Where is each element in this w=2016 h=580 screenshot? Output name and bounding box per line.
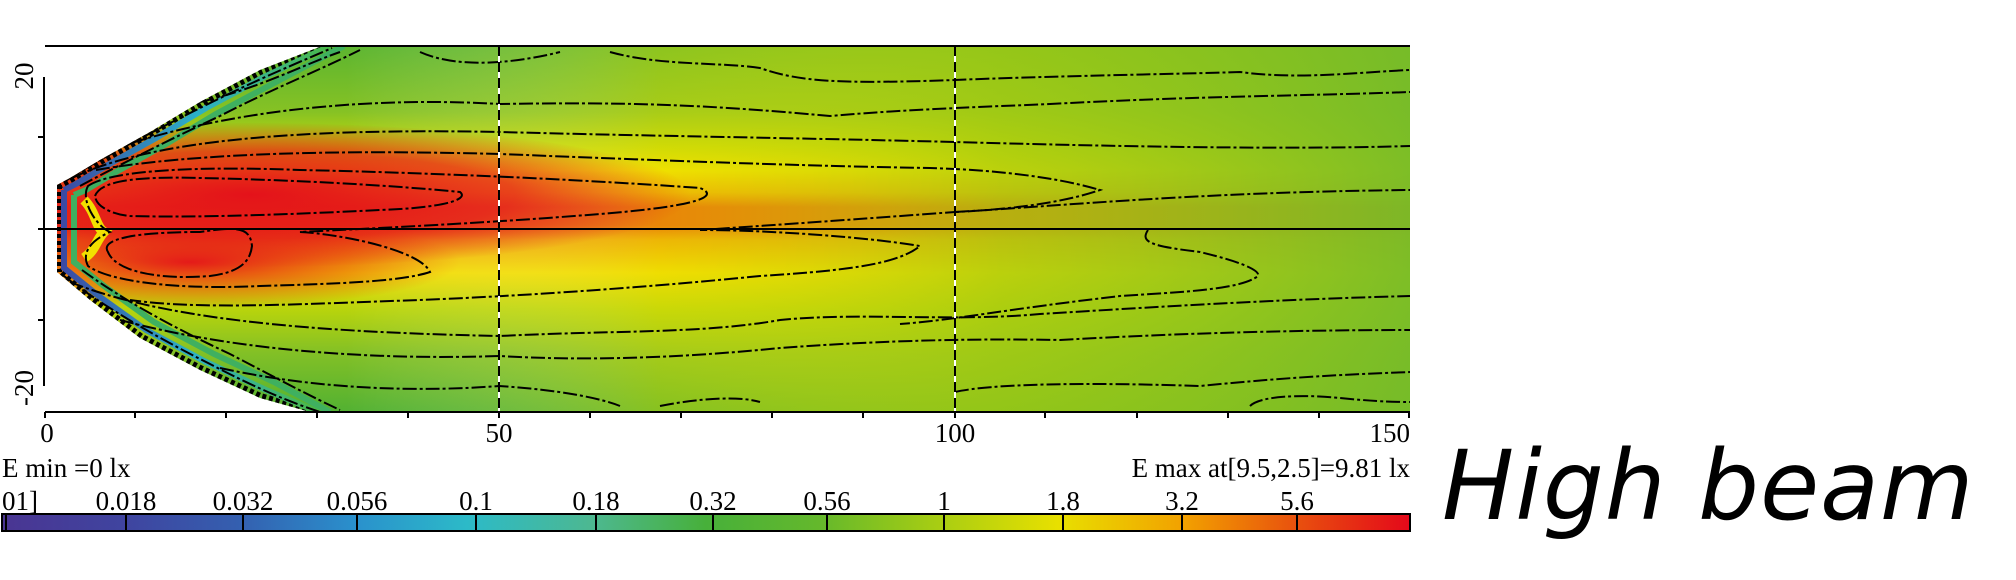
svg-text:1: 1 [937, 486, 951, 516]
svg-text:01]: 01] [2, 486, 38, 516]
svg-text:0.032: 0.032 [213, 486, 274, 516]
x-tick-label-150: 150 [1370, 418, 1411, 448]
svg-text:5.6: 5.6 [1280, 486, 1314, 516]
svg-text:0.056: 0.056 [327, 486, 388, 516]
svg-text:0.56: 0.56 [803, 486, 850, 516]
x-ticks [44, 412, 1410, 418]
svg-text:0.18: 0.18 [572, 486, 619, 516]
svg-text:1.8: 1.8 [1046, 486, 1080, 516]
y-tick-label-20: 20 [9, 63, 39, 90]
svg-text:3.2: 3.2 [1165, 486, 1199, 516]
contour-lines [63, 47, 1410, 412]
x-tick-label-0: 0 [40, 418, 54, 448]
y-tick-label-neg20: -20 [9, 370, 39, 406]
colorbar-labels: 01] 0.018 0.032 0.056 0.1 0.18 0.32 0.56… [2, 486, 1314, 516]
chart-title: High beam [1442, 430, 1975, 542]
y-ticks [38, 136, 44, 321]
svg-text:0.1: 0.1 [459, 486, 493, 516]
x-tick-label-100: 100 [935, 418, 976, 448]
e-min-label: E min =0 lx [2, 453, 131, 483]
svg-text:0.018: 0.018 [96, 486, 157, 516]
svg-text:0.32: 0.32 [689, 486, 736, 516]
colorbar [1, 513, 1411, 532]
e-max-label: E max at[9.5,2.5]=9.81 lx [1132, 453, 1411, 483]
x-tick-label-50: 50 [486, 418, 513, 448]
